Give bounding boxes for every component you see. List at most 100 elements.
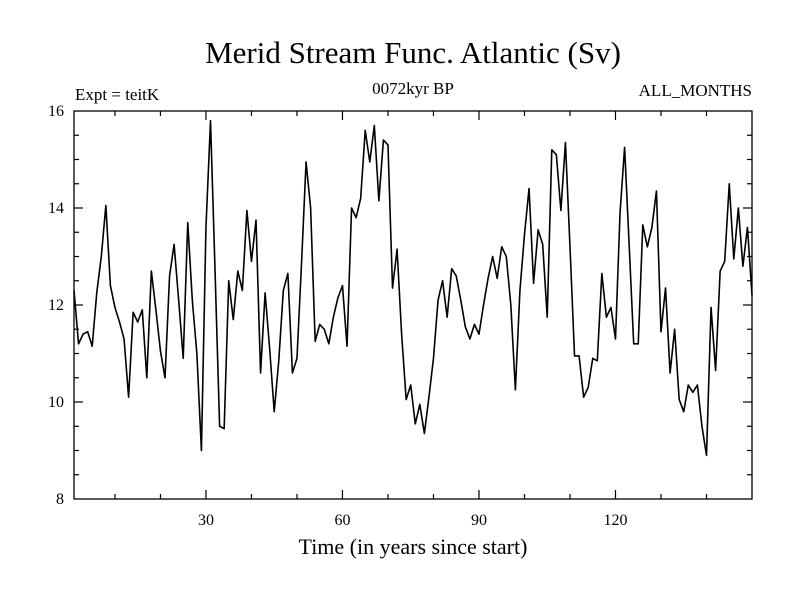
data-point xyxy=(332,316,334,318)
data-point xyxy=(255,219,257,221)
data-point xyxy=(519,289,521,292)
data-point xyxy=(323,328,325,330)
data-point xyxy=(523,234,526,236)
data-point xyxy=(496,277,498,279)
data-point xyxy=(382,139,385,141)
data-point xyxy=(633,343,635,345)
experiment-label: Expt = teitK xyxy=(75,85,160,104)
data-point xyxy=(487,277,489,279)
data-point xyxy=(514,389,516,391)
x-tick-label: 30 xyxy=(198,512,214,529)
data-point xyxy=(441,280,444,282)
data-point xyxy=(733,258,735,260)
data-point xyxy=(355,217,357,219)
data-point xyxy=(714,369,717,372)
data-point xyxy=(87,331,89,333)
data-point xyxy=(100,255,102,258)
data-point xyxy=(305,161,307,163)
data-point xyxy=(719,270,721,272)
data-point xyxy=(123,338,125,340)
data-point xyxy=(432,357,435,359)
data-point xyxy=(478,333,480,335)
data-point xyxy=(542,243,544,245)
data-point xyxy=(619,212,621,214)
months-label: ALL_MONTHS xyxy=(639,81,752,100)
y-tick-label: 8 xyxy=(56,491,64,508)
data-point xyxy=(146,377,148,379)
data-point xyxy=(82,333,84,335)
y-tick-label: 16 xyxy=(48,103,64,120)
data-point xyxy=(555,154,557,156)
x-tick-label: 90 xyxy=(471,512,487,529)
data-point xyxy=(569,246,571,248)
data-point xyxy=(710,306,712,309)
data-point xyxy=(273,411,275,413)
data-point xyxy=(637,343,639,345)
data-point xyxy=(187,221,189,224)
x-tick-label: 120 xyxy=(603,512,627,529)
data-point xyxy=(692,391,694,393)
data-point xyxy=(592,357,594,359)
data-point xyxy=(705,454,708,456)
data-point xyxy=(159,350,162,352)
data-point xyxy=(373,124,375,127)
data-point xyxy=(410,384,412,386)
data-point xyxy=(168,275,171,277)
data-point xyxy=(505,255,507,258)
y-tick-label: 12 xyxy=(48,297,64,314)
data-point xyxy=(328,343,330,345)
data-point xyxy=(469,338,471,340)
data-point xyxy=(219,425,221,427)
data-point xyxy=(241,289,243,292)
data-point xyxy=(551,149,553,151)
data-point xyxy=(664,287,667,289)
data-point xyxy=(196,352,198,355)
data-point xyxy=(73,289,75,292)
data-point xyxy=(310,207,312,209)
data-point xyxy=(532,282,535,284)
data-point xyxy=(646,246,648,248)
data-point xyxy=(428,396,430,398)
data-point xyxy=(746,226,749,228)
data-point xyxy=(250,260,253,262)
data-point xyxy=(300,263,303,265)
period-label: 0072kyr BP xyxy=(372,79,454,98)
data-point xyxy=(728,183,730,185)
data-point xyxy=(264,292,266,294)
data-point xyxy=(742,265,744,267)
data-point xyxy=(296,357,298,359)
data-point xyxy=(341,285,344,287)
data-point xyxy=(346,345,348,347)
data-point xyxy=(623,146,626,148)
data-point xyxy=(337,297,339,299)
data-point xyxy=(405,398,407,401)
data-point xyxy=(287,272,289,275)
data-point xyxy=(660,331,662,333)
data-point xyxy=(655,190,658,192)
data-point xyxy=(291,372,294,374)
data-point xyxy=(96,292,98,294)
data-point xyxy=(537,229,539,231)
data-point xyxy=(414,423,416,425)
data-point xyxy=(573,355,576,357)
data-point xyxy=(687,384,689,386)
data-point xyxy=(269,348,271,350)
data-point xyxy=(583,396,585,398)
data-point xyxy=(651,226,653,228)
data-point xyxy=(141,309,143,311)
data-point xyxy=(364,129,366,131)
data-point xyxy=(178,299,180,301)
data-point xyxy=(114,306,116,309)
data-point xyxy=(446,316,448,318)
data-point xyxy=(601,272,603,275)
data-point xyxy=(209,120,212,122)
data-point xyxy=(191,299,193,301)
data-point xyxy=(173,243,175,245)
data-point xyxy=(391,287,394,289)
chart-title: Merid Stream Func. Atlantic (Sv) xyxy=(205,35,621,70)
data-point xyxy=(482,304,485,306)
data-point xyxy=(205,226,207,228)
data-point xyxy=(610,306,612,309)
data-point xyxy=(696,384,698,386)
